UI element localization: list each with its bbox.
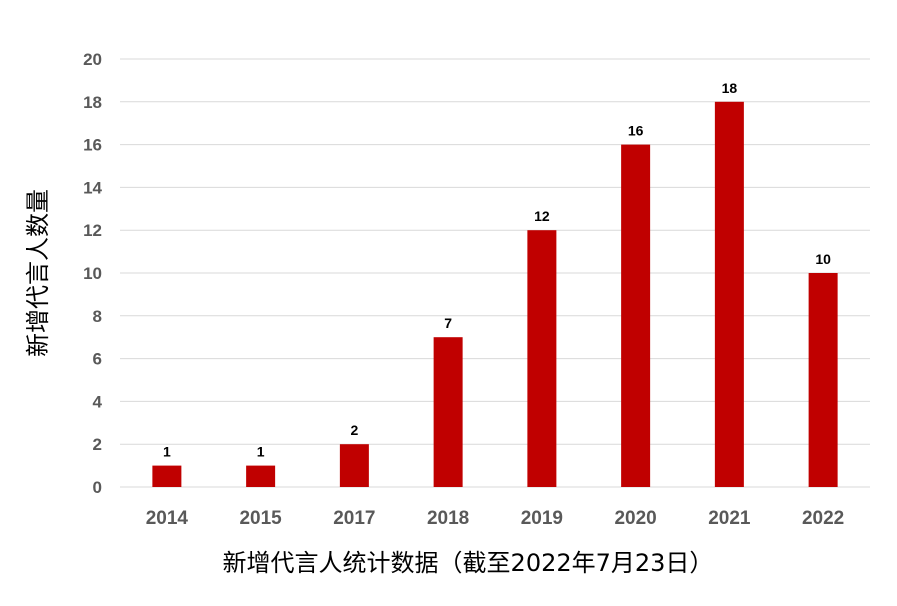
data-label-2019: 12: [534, 208, 550, 224]
x-tick-label-2017: 2017: [333, 508, 375, 529]
data-label-2017: 2: [350, 422, 358, 438]
bar-2014: [152, 465, 182, 487]
y-tick-label: 10: [83, 264, 102, 283]
data-label-2021: 18: [722, 80, 738, 96]
x-tick-label-2018: 2018: [427, 508, 469, 529]
data-label-2014: 1: [163, 444, 171, 460]
x-axis-ticks: 2014 2015 2017 2018 2019 2020 2021 2022: [146, 508, 845, 529]
y-tick-label: 12: [83, 221, 102, 240]
x-tick-label-2021: 2021: [708, 508, 751, 529]
y-tick-label: 8: [93, 307, 102, 326]
y-tick-label: 0: [93, 478, 102, 497]
x-tick-label-2019: 2019: [521, 508, 563, 529]
bar-2022: [808, 273, 838, 487]
data-label-2022: 10: [815, 251, 831, 267]
y-tick-label: 4: [93, 392, 103, 411]
x-axis-title: 新增代言人统计数据（截至2022年7月23日）: [223, 549, 714, 577]
y-tick-label: 6: [93, 350, 102, 369]
y-axis-ticks: 0 2 4 6 8 10 12 14 16 18 20: [83, 50, 102, 497]
y-tick-label: 14: [83, 178, 102, 197]
y-axis-title: 新增代言人数量: [24, 189, 52, 357]
bar-2017: [339, 444, 369, 487]
data-label-2020: 16: [628, 123, 644, 139]
bars: [152, 101, 838, 488]
y-tick-label: 16: [83, 136, 102, 155]
bar-2015: [246, 465, 276, 487]
gridlines: [120, 58, 870, 488]
bar-2021: [714, 101, 744, 488]
x-tick-label-2014: 2014: [146, 508, 189, 529]
y-tick-label: 20: [83, 50, 102, 69]
bar-2020: [621, 144, 651, 487]
x-tick-label-2015: 2015: [239, 508, 282, 529]
x-tick-label-2020: 2020: [614, 508, 656, 529]
y-tick-label: 2: [93, 435, 102, 454]
data-label-2018: 7: [444, 315, 452, 331]
bar-2019: [527, 230, 557, 487]
bar-2018: [433, 337, 463, 487]
x-tick-label-2022: 2022: [802, 508, 844, 529]
y-tick-label: 18: [83, 93, 102, 112]
data-label-2015: 1: [257, 444, 265, 460]
